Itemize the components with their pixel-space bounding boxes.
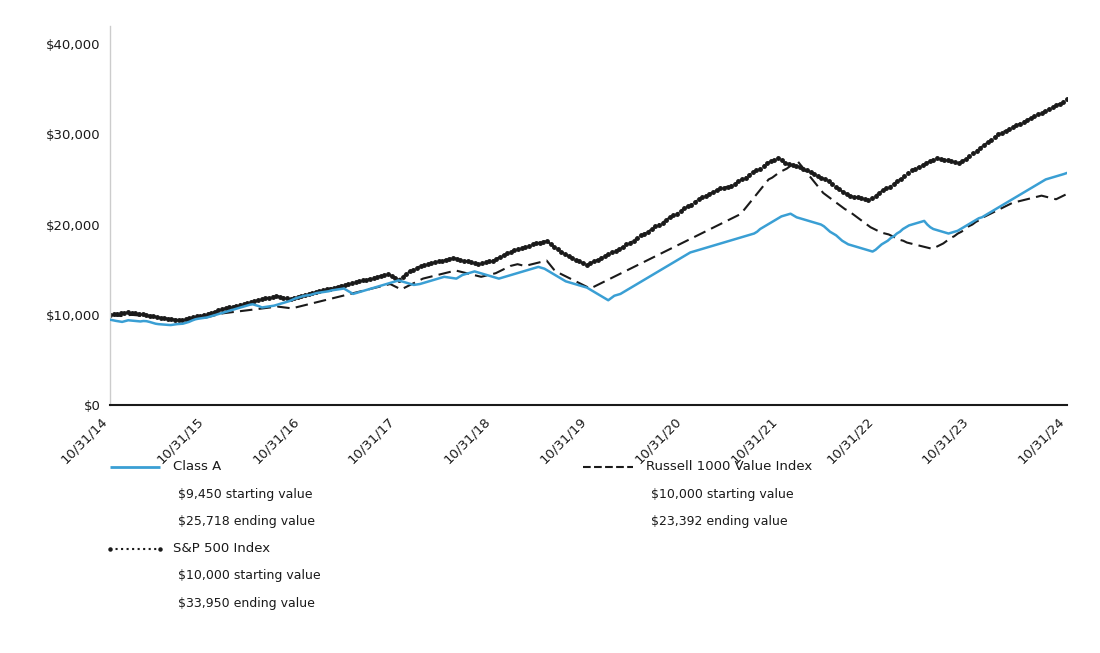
Text: Russell 1000 Value Index: Russell 1000 Value Index <box>646 460 812 473</box>
Text: Class A: Class A <box>173 460 221 473</box>
Text: $25,718 ending value: $25,718 ending value <box>178 515 316 528</box>
Text: $10,000 starting value: $10,000 starting value <box>651 488 794 501</box>
Text: $33,950 ending value: $33,950 ending value <box>178 597 315 610</box>
Text: $9,450 starting value: $9,450 starting value <box>178 488 312 501</box>
Text: $23,392 ending value: $23,392 ending value <box>651 515 788 528</box>
Text: $10,000 starting value: $10,000 starting value <box>178 569 321 582</box>
Text: S&P 500 Index: S&P 500 Index <box>173 542 270 555</box>
